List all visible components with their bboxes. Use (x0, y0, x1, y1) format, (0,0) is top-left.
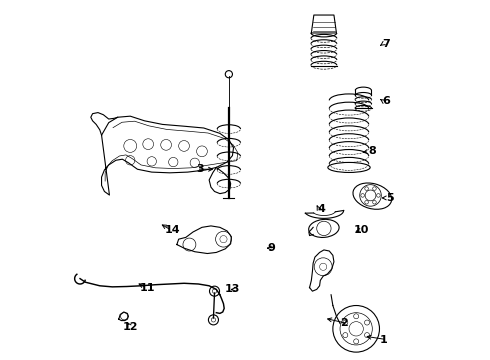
Text: 14: 14 (164, 225, 180, 235)
Text: 5: 5 (386, 193, 394, 203)
Text: 6: 6 (382, 96, 390, 106)
Text: 8: 8 (368, 146, 376, 156)
Text: 7: 7 (383, 39, 390, 49)
Text: 3: 3 (196, 164, 204, 174)
Text: 10: 10 (353, 225, 368, 235)
Text: 9: 9 (268, 243, 275, 253)
Text: 1: 1 (379, 334, 387, 345)
Text: 12: 12 (123, 322, 139, 332)
Text: 2: 2 (340, 319, 348, 328)
Text: 13: 13 (224, 284, 240, 294)
Text: 4: 4 (318, 204, 326, 214)
Text: 11: 11 (139, 283, 155, 293)
